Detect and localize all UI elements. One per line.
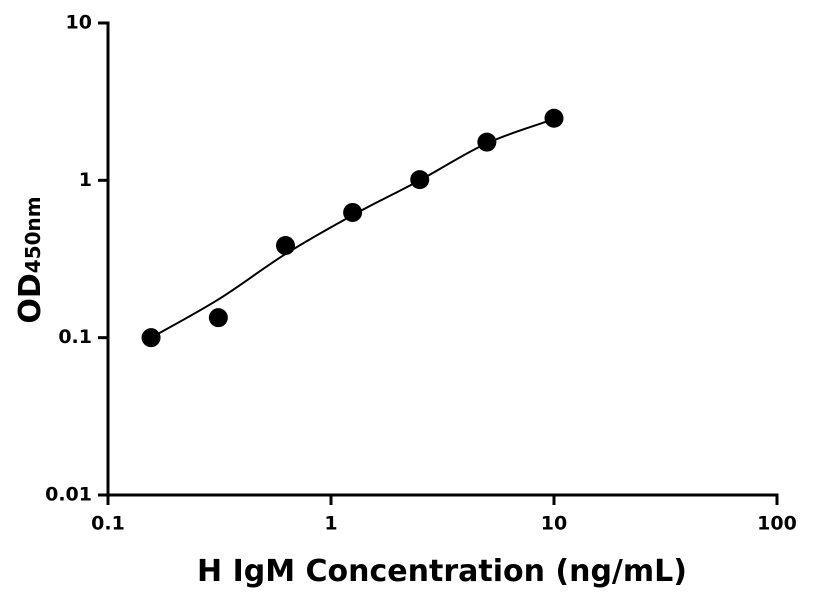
y-tick-label: 10 (66, 12, 92, 34)
x-tick-label: 10 (541, 513, 567, 535)
x-axis-title: H IgM Concentration (ng/mL) (197, 554, 687, 589)
y-tick-label: 0.01 (45, 484, 92, 506)
point (410, 170, 430, 190)
point (275, 236, 295, 256)
y-tick-label: 1 (79, 169, 92, 191)
x-tick-label: 0.1 (91, 513, 125, 535)
x-tick-label: 1 (324, 513, 337, 535)
y-axis-title: OD450nm (13, 196, 48, 323)
point (544, 108, 564, 128)
x-tick-label: 100 (757, 513, 797, 535)
y-axis-title-main: OD (13, 273, 48, 323)
fit-curve (150, 118, 555, 339)
y-axis-title-sub: 450nm (21, 196, 45, 273)
point (343, 202, 363, 222)
point (208, 308, 228, 328)
point (141, 328, 161, 348)
y-tick-label: 0.1 (58, 326, 92, 348)
point (477, 132, 497, 152)
